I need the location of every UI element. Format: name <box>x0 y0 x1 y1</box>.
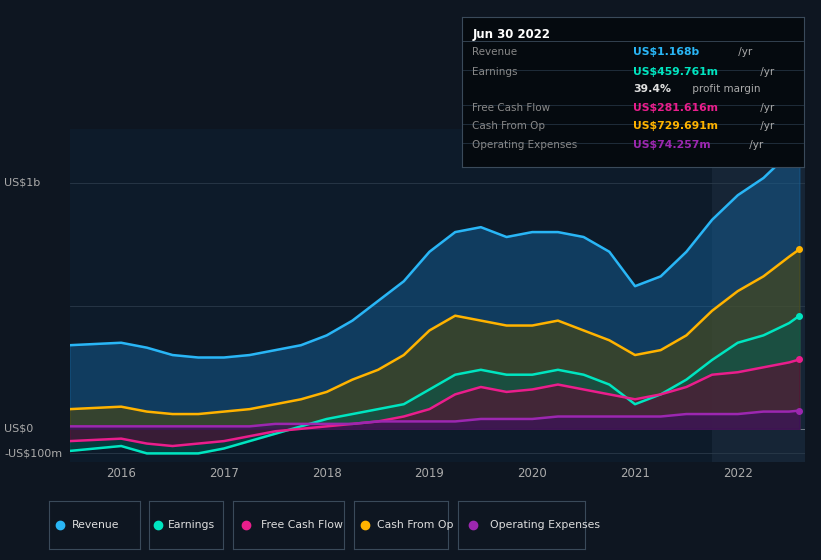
Text: /yr: /yr <box>757 102 774 113</box>
Text: US$74.257m: US$74.257m <box>633 140 711 150</box>
Text: -US$100m: -US$100m <box>4 449 62 459</box>
Text: /yr: /yr <box>757 67 774 77</box>
Text: /yr: /yr <box>735 47 752 57</box>
Text: Earnings: Earnings <box>472 67 518 77</box>
Text: Jun 30 2022: Jun 30 2022 <box>472 27 550 40</box>
Text: US$0: US$0 <box>4 424 34 434</box>
Text: 39.4%: 39.4% <box>633 84 671 94</box>
Text: Free Cash Flow: Free Cash Flow <box>472 102 550 113</box>
Bar <box>712 129 805 462</box>
Text: US$459.761m: US$459.761m <box>633 67 718 77</box>
Text: profit margin: profit margin <box>690 84 761 94</box>
Text: US$1b: US$1b <box>4 178 40 188</box>
Text: Cash From Op: Cash From Op <box>472 122 545 131</box>
Text: /yr: /yr <box>757 122 774 131</box>
Text: Operating Expenses: Operating Expenses <box>490 520 600 530</box>
Text: Revenue: Revenue <box>72 520 119 530</box>
Text: Revenue: Revenue <box>472 47 517 57</box>
Text: /yr: /yr <box>745 140 763 150</box>
Text: US$729.691m: US$729.691m <box>633 122 718 131</box>
Text: Operating Expenses: Operating Expenses <box>472 140 577 150</box>
Text: Cash From Op: Cash From Op <box>378 520 454 530</box>
Text: Earnings: Earnings <box>168 520 215 530</box>
Text: Free Cash Flow: Free Cash Flow <box>261 520 342 530</box>
Text: US$281.616m: US$281.616m <box>633 102 718 113</box>
Text: US$1.168b: US$1.168b <box>633 47 699 57</box>
